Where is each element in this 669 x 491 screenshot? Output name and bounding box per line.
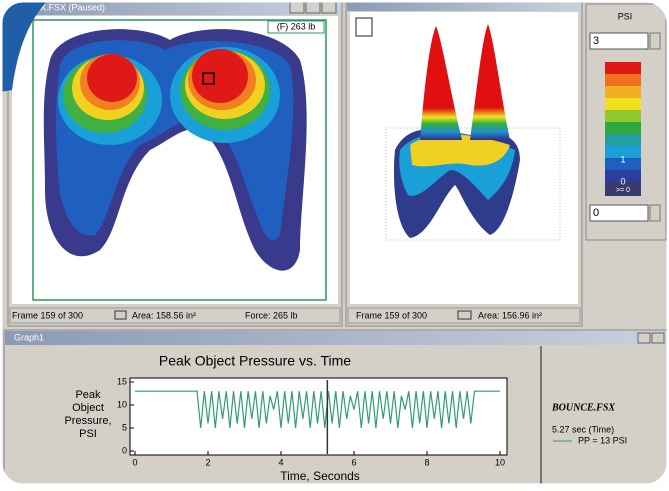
window-2d: X.FSX (Paused) (F) 263 lb xyxy=(8,0,342,326)
x-tick-label: 0 xyxy=(132,457,137,467)
status-frame: Frame 159 of 300 xyxy=(12,310,83,320)
maximize-button[interactable] xyxy=(306,2,320,13)
max-spinner[interactable] xyxy=(650,33,660,49)
cursor-label: 5.27 sec (Time) xyxy=(552,424,614,434)
scale-label: 0 xyxy=(620,176,625,186)
x-tick-label: 4 xyxy=(278,457,283,467)
y-tick-label: 5 xyxy=(122,422,127,432)
y-tick-label: 15 xyxy=(117,376,127,386)
legend-file: BOUNCE.FSX xyxy=(551,402,615,413)
status-frame: Frame 159 of 300 xyxy=(356,310,427,320)
close-button[interactable] xyxy=(322,2,336,13)
status-force: Force: 265 lb xyxy=(245,310,298,320)
window-3d: Frame 159 of 300 Area: 156.96 in² xyxy=(346,0,582,326)
min-spinner[interactable] xyxy=(650,205,660,221)
x-tick-label: 2 xyxy=(205,457,210,467)
screen: X.FSX (Paused) (F) 263 lb xyxy=(0,0,669,486)
window-title: Graph1 xyxy=(14,332,44,342)
x-axis-label: Time, Seconds xyxy=(280,469,360,483)
scale-label: >= 0 xyxy=(616,187,630,194)
scale-label: 1 xyxy=(620,154,625,164)
minimize-button[interactable] xyxy=(290,2,304,13)
legend-entry: PP = 13 PSI xyxy=(578,435,627,445)
status-area: Area: 158.56 in² xyxy=(132,310,196,320)
y-tick-label: 0 xyxy=(122,445,127,455)
x-tick-label: 10 xyxy=(495,457,505,467)
chart-title: Peak Object Pressure vs. Time xyxy=(159,353,351,369)
window-title: X.FSX (Paused) xyxy=(40,2,105,12)
y-tick-label: 10 xyxy=(117,399,127,409)
force-tag: (F) 263 lb xyxy=(277,21,316,31)
rotate-icon[interactable] xyxy=(356,18,372,36)
minimize-button[interactable] xyxy=(638,333,650,343)
x-tick-label: 6 xyxy=(351,457,356,467)
x-tick-label: 8 xyxy=(424,457,429,467)
min-input-value: 0 xyxy=(593,207,599,219)
color-legend-panel: PSI 3 1 0 >= 0 0 xyxy=(586,4,666,240)
unit-label: PSI xyxy=(618,11,633,21)
maximize-button[interactable] xyxy=(652,333,664,343)
status-area: Area: 156.96 in² xyxy=(478,310,542,320)
max-input-value: 3 xyxy=(593,35,599,47)
